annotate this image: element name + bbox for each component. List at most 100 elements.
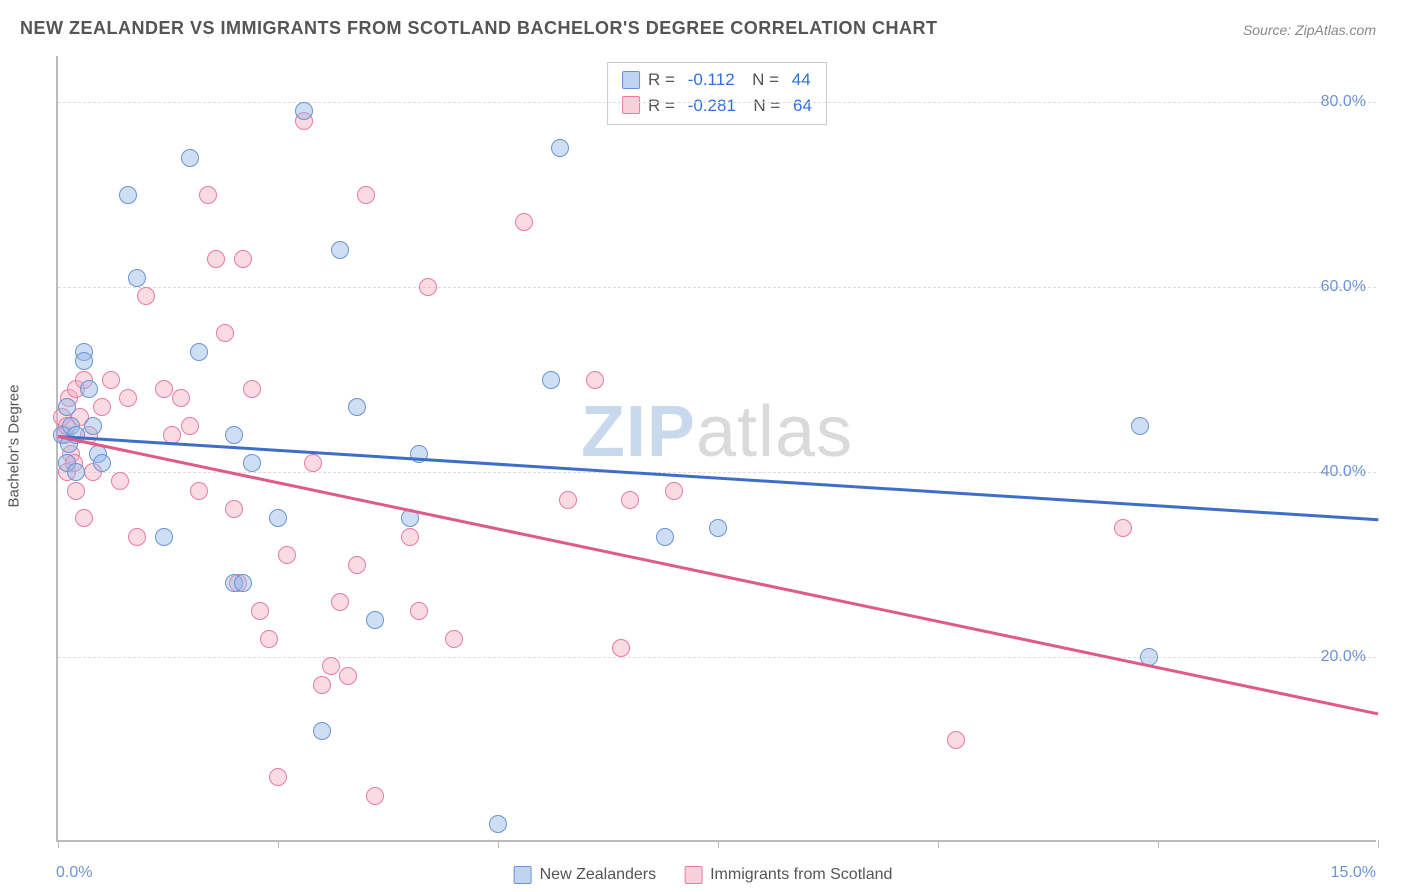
- data-point: [515, 213, 533, 231]
- data-point: [348, 398, 366, 416]
- data-point: [322, 657, 340, 675]
- data-point: [190, 343, 208, 361]
- watermark: ZIPatlas: [581, 391, 853, 473]
- data-point: [304, 454, 322, 472]
- data-point: [1114, 519, 1132, 537]
- data-point: [128, 528, 146, 546]
- data-point: [93, 398, 111, 416]
- data-point: [410, 602, 428, 620]
- source-label: Source: ZipAtlas.com: [1243, 22, 1376, 38]
- x-tick: [498, 840, 499, 848]
- data-point: [75, 352, 93, 370]
- data-point: [207, 250, 225, 268]
- x-tick: [718, 840, 719, 848]
- data-point: [80, 380, 98, 398]
- data-point: [234, 574, 252, 592]
- data-point: [665, 482, 683, 500]
- data-point: [84, 417, 102, 435]
- data-point: [947, 731, 965, 749]
- data-point: [348, 556, 366, 574]
- data-point: [93, 454, 111, 472]
- data-point: [119, 389, 137, 407]
- data-point: [137, 287, 155, 305]
- x-axis-label-min: 0.0%: [56, 864, 92, 882]
- y-tick-label: 20.0%: [1321, 648, 1366, 666]
- data-point: [1131, 417, 1149, 435]
- data-point: [190, 482, 208, 500]
- swatch-series-1: [622, 96, 640, 114]
- legend-item-0: New Zealanders: [514, 866, 657, 884]
- data-point: [269, 768, 287, 786]
- x-tick: [1158, 840, 1159, 848]
- data-point: [225, 500, 243, 518]
- data-point: [366, 611, 384, 629]
- data-point: [216, 324, 234, 342]
- data-point: [656, 528, 674, 546]
- stats-legend-box: R = -0.112 N = 44 R = -0.281 N = 64: [607, 62, 827, 125]
- data-point: [67, 463, 85, 481]
- data-point: [313, 676, 331, 694]
- data-point: [243, 380, 261, 398]
- plot-area: ZIPatlas R = -0.112 N = 44 R = -0.281 N …: [56, 56, 1376, 842]
- gridline: [58, 102, 1376, 103]
- y-tick-label: 40.0%: [1321, 463, 1366, 481]
- chart-title: NEW ZEALANDER VS IMMIGRANTS FROM SCOTLAN…: [20, 18, 937, 39]
- data-point: [445, 630, 463, 648]
- gridline: [58, 287, 1376, 288]
- data-point: [58, 398, 76, 416]
- data-point: [181, 149, 199, 167]
- data-point: [489, 815, 507, 833]
- gridline: [58, 472, 1376, 473]
- data-point: [621, 491, 639, 509]
- data-point: [128, 269, 146, 287]
- data-point: [67, 482, 85, 500]
- data-point: [612, 639, 630, 657]
- data-point: [551, 139, 569, 157]
- data-point: [357, 186, 375, 204]
- bottom-legend: New Zealanders Immigrants from Scotland: [514, 866, 893, 884]
- data-point: [559, 491, 577, 509]
- data-point: [251, 602, 269, 620]
- x-axis-label-max: 15.0%: [1331, 864, 1376, 882]
- data-point: [155, 380, 173, 398]
- data-point: [102, 371, 120, 389]
- data-point: [586, 371, 604, 389]
- data-point: [181, 417, 199, 435]
- y-tick-label: 80.0%: [1321, 93, 1366, 111]
- data-point: [172, 389, 190, 407]
- stats-row-1: R = -0.281 N = 64: [622, 93, 812, 119]
- data-point: [313, 722, 331, 740]
- data-point: [331, 593, 349, 611]
- legend-item-1: Immigrants from Scotland: [684, 866, 892, 884]
- data-point: [260, 630, 278, 648]
- legend-swatch-1: [684, 866, 702, 884]
- data-point: [75, 509, 93, 527]
- y-tick-label: 60.0%: [1321, 278, 1366, 296]
- data-point: [401, 528, 419, 546]
- stats-row-0: R = -0.112 N = 44: [622, 67, 812, 93]
- x-tick: [278, 840, 279, 848]
- data-point: [234, 250, 252, 268]
- legend-swatch-0: [514, 866, 532, 884]
- data-point: [339, 667, 357, 685]
- data-point: [155, 528, 173, 546]
- data-point: [366, 787, 384, 805]
- data-point: [269, 509, 287, 527]
- data-point: [419, 278, 437, 296]
- y-axis-title: Bachelor's Degree: [6, 385, 23, 508]
- x-tick: [938, 840, 939, 848]
- gridline: [58, 657, 1376, 658]
- data-point: [278, 546, 296, 564]
- swatch-series-0: [622, 71, 640, 89]
- data-point: [542, 371, 560, 389]
- data-point: [225, 426, 243, 444]
- data-point: [111, 472, 129, 490]
- x-tick: [1378, 840, 1379, 848]
- data-point: [243, 454, 261, 472]
- x-tick: [58, 840, 59, 848]
- data-point: [119, 186, 137, 204]
- data-point: [295, 102, 313, 120]
- data-point: [331, 241, 349, 259]
- data-point: [199, 186, 217, 204]
- data-point: [709, 519, 727, 537]
